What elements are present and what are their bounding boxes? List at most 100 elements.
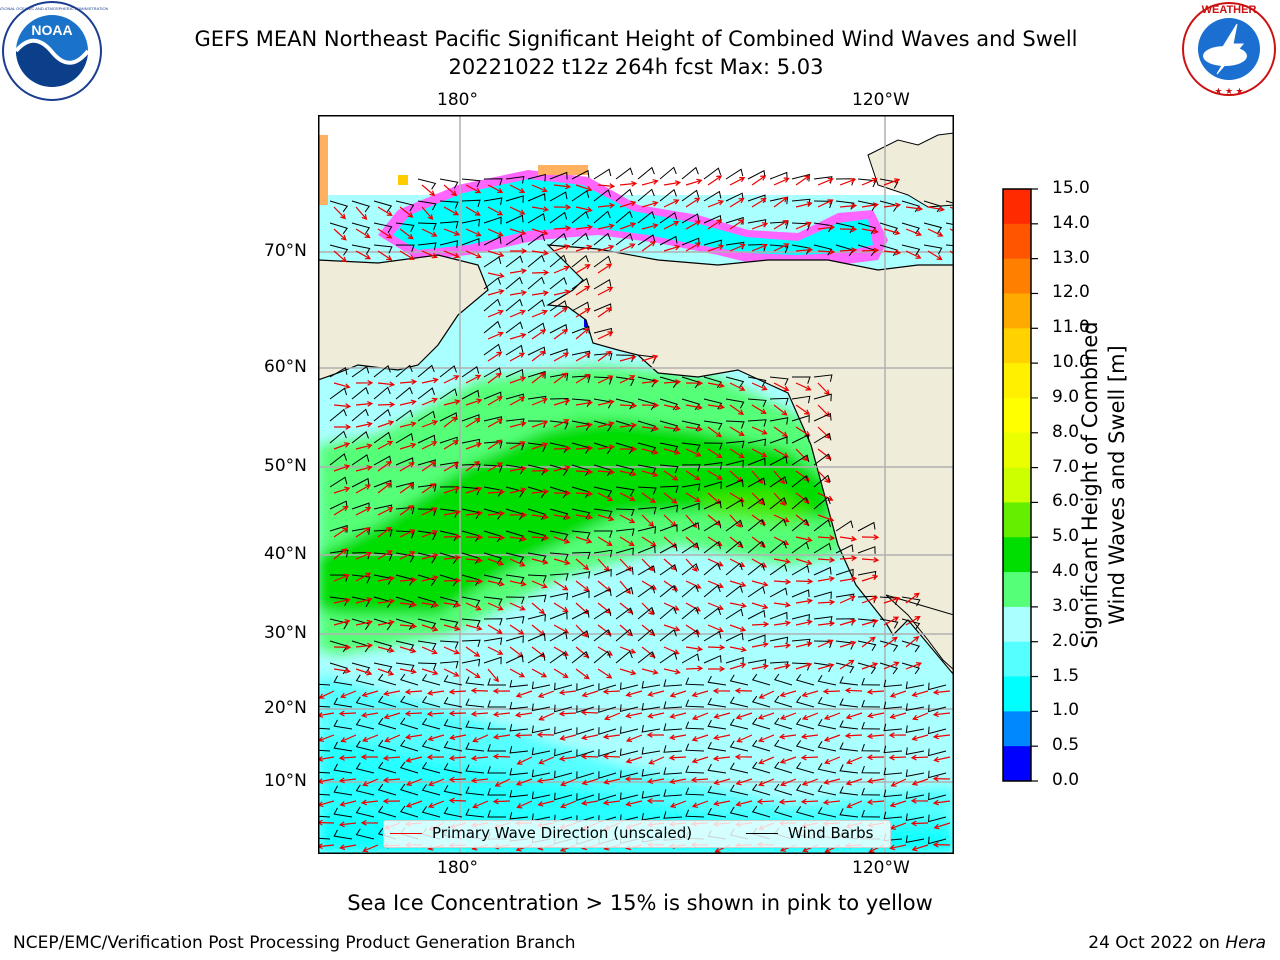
credit-host: Hera: [1225, 933, 1266, 953]
wave-direction-arrow: [421, 250, 438, 259]
wind-barb: [483, 216, 502, 225]
wind-barb: [707, 719, 727, 730]
wave-direction-arrow: [421, 575, 439, 582]
wave-direction-arrow: [839, 555, 858, 562]
wind-barb: [421, 718, 441, 730]
wave-direction-arrow: [932, 775, 951, 782]
svg-text:NATIONAL OCEANIC AND ATMOSPHER: NATIONAL OCEANIC AND ATMOSPHERIC ADMINIS…: [0, 6, 108, 11]
wave-direction-arrow: [795, 404, 811, 415]
map-legend: Primary Wave Direction (unscaled) Wind B…: [383, 820, 891, 848]
wave-direction-arrow: [575, 400, 594, 406]
wind-barb: [725, 168, 744, 180]
wave-direction-arrow: [531, 467, 550, 474]
wind-barb: [835, 520, 854, 532]
wave-direction-arrow: [448, 755, 467, 761]
colorbar-label-line1: Significant Height of Combined: [1078, 321, 1102, 649]
wind-barb: [483, 464, 503, 473]
wind-barb: [554, 682, 573, 691]
wind-barb: [483, 441, 503, 449]
wave-direction-arrow: [641, 425, 660, 432]
wind-barb: [505, 635, 524, 643]
wave-direction-arrow: [707, 199, 725, 208]
colorbar-segment: [1003, 397, 1031, 434]
wave-direction-arrow: [619, 514, 636, 524]
wave-direction-arrow: [575, 285, 591, 296]
wave-direction-arrow: [399, 551, 416, 560]
wave-direction-arrow: [758, 756, 775, 765]
wind-barb: [817, 762, 837, 774]
wind-barb: [637, 234, 656, 246]
wind-barb: [813, 412, 832, 422]
wind-barb: [681, 653, 700, 664]
wind-barb: [901, 596, 921, 607]
wave-direction-arrow: [510, 248, 528, 254]
wave-direction-arrow: [448, 688, 467, 695]
wind-barb: [681, 542, 700, 554]
wave-direction-arrow: [707, 558, 724, 567]
colorbar-label-line2: Wind Waves and Swell [m]: [1105, 345, 1129, 625]
wave-direction-arrow: [580, 800, 599, 806]
wave-direction-arrow: [516, 800, 533, 809]
wind-barb: [439, 365, 457, 378]
wave-direction-arrow: [604, 712, 621, 721]
wave-direction-arrow: [780, 778, 797, 787]
wave-direction-arrow: [553, 372, 568, 384]
wind-barb: [901, 640, 921, 653]
wave-direction-arrow: [685, 492, 701, 503]
wind-barb: [395, 596, 415, 609]
wave-direction-arrow: [866, 688, 885, 695]
wind-barb: [527, 613, 546, 622]
wind-barb: [509, 811, 529, 820]
chart-subtitle: 20221022 t12z 264h fcst Max: 5.03: [448, 55, 824, 79]
wind-barb: [769, 397, 789, 406]
lat-label-10n: 10°N: [264, 771, 307, 791]
wind-barb: [861, 787, 881, 796]
wave-direction-arrow: [575, 422, 594, 429]
lat-label-50n: 50°N: [264, 456, 307, 476]
wind-barb: [395, 244, 415, 252]
wave-direction-arrow: [553, 225, 572, 232]
wind-barb: [598, 749, 617, 757]
wind-barb: [681, 483, 701, 491]
wave-direction-arrow: [531, 309, 548, 318]
wind-barb: [417, 662, 437, 671]
wind-barb: [791, 414, 810, 423]
wind-barb: [792, 376, 811, 384]
wave-direction-arrow: [399, 206, 414, 218]
wind-barb: [813, 244, 833, 256]
wave-direction-arrow: [641, 179, 659, 186]
wind-barb: [318, 815, 331, 818]
wave-direction-arrow: [888, 754, 907, 761]
wind-barb: [483, 656, 502, 665]
wind-barb: [883, 701, 903, 710]
wave-direction-arrow: [751, 197, 767, 208]
wave-direction-arrow: [713, 800, 731, 807]
wave-direction-arrow: [360, 799, 379, 806]
wave-direction-arrow: [933, 822, 951, 830]
wind-barb: [373, 431, 392, 444]
wave-direction-arrow: [889, 690, 907, 698]
wave-direction-arrow: [399, 228, 414, 240]
wind-barb: [505, 552, 525, 564]
svg-text:NOAA: NOAA: [31, 22, 72, 38]
wind-barb: [751, 739, 771, 752]
wind-barb: [703, 562, 721, 576]
wind-barb: [703, 520, 722, 532]
wave-direction-arrow: [553, 204, 572, 211]
wave-direction-arrow: [333, 644, 352, 651]
wind-barb: [883, 767, 903, 776]
wave-direction-arrow: [509, 441, 526, 450]
wind-barb: [417, 387, 435, 400]
wind-barb: [725, 459, 744, 468]
wave-direction-arrow: [707, 403, 726, 410]
wave-direction-arrow: [773, 601, 792, 608]
wave-direction-arrow: [823, 734, 841, 742]
wind-barb: [615, 586, 634, 598]
wind-barb: [681, 398, 701, 411]
wind-barb: [395, 364, 413, 378]
wave-direction-arrow: [514, 732, 533, 739]
wind-barb: [681, 584, 699, 598]
wave-direction-arrow: [487, 228, 504, 237]
wave-direction-arrow: [333, 486, 351, 494]
wave-direction-arrow: [795, 619, 813, 626]
